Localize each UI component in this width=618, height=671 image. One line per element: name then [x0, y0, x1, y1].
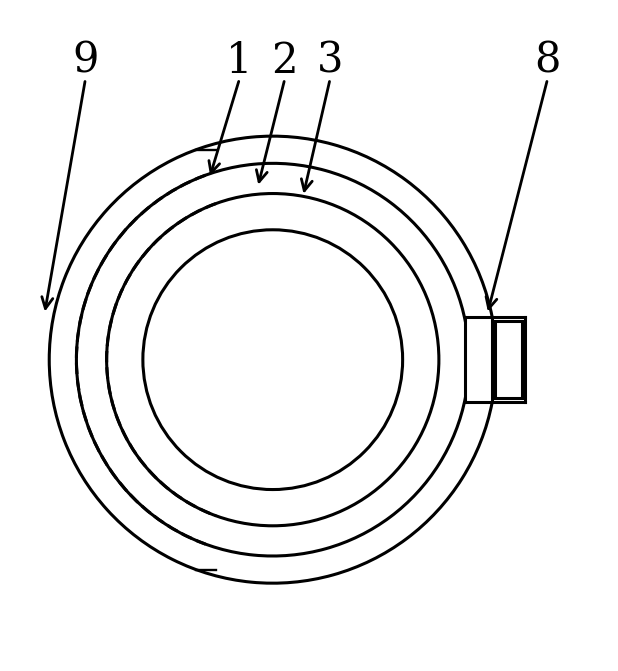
Text: 8: 8: [535, 40, 561, 82]
Text: 9: 9: [72, 40, 99, 82]
Text: 3: 3: [317, 40, 344, 82]
Bar: [495, 321, 522, 398]
Text: 2: 2: [271, 40, 298, 82]
Text: 1: 1: [226, 40, 253, 82]
